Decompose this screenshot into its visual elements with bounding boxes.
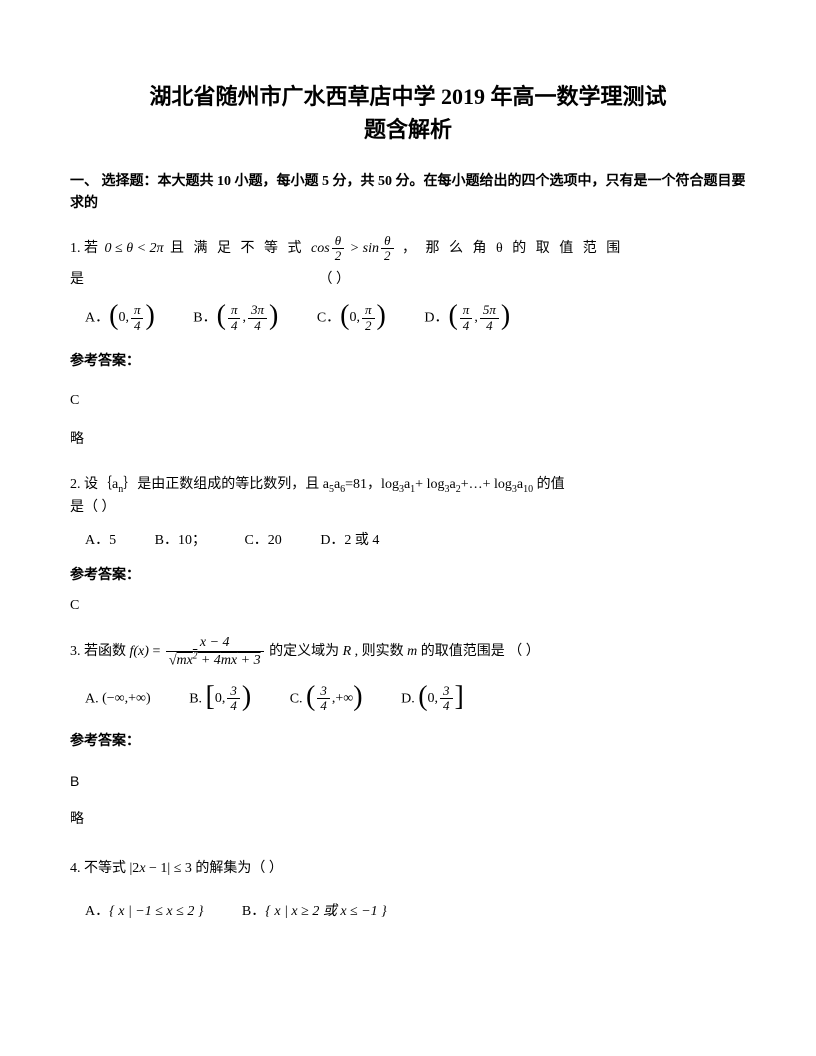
q3-opt-a: A. (−∞,+∞) xyxy=(85,684,151,715)
q1-opt-a: A．(0,π4) xyxy=(85,303,155,334)
q2-answer: C xyxy=(70,595,746,617)
q2-opt-d: D．2 或 4 xyxy=(320,530,379,552)
q2-p3: =81，log xyxy=(345,477,399,492)
q2-p7: +…+ log xyxy=(461,477,512,492)
q1-mid2: ， 那 么 角 θ 的 取 值 范 围 xyxy=(402,241,623,256)
q2-p5: + log xyxy=(415,477,444,492)
q2-p1: 2. 设｛a xyxy=(70,477,118,492)
q4-text: 4. 不等式 |2x − 1| ≤ 3 的解集为（ ） xyxy=(70,854,746,885)
q3-suffix: 的取值范围是 （ ） xyxy=(421,644,540,659)
q1-opt-c: C．(0,π2) xyxy=(317,303,386,334)
q4-opt-b: B．{ x | x ≥ 2 或 x ≤ −1 } xyxy=(242,897,387,928)
q3-mid1: 的定义域为 xyxy=(269,644,339,659)
q3-opt-c: C. (34,+∞) xyxy=(290,684,363,715)
q3-brief: 略 xyxy=(70,805,746,836)
question-1: 1. 若 0 ≤ θ < 2π 且 满 足 不 等 式 cosθ2 > sinθ… xyxy=(70,234,746,456)
q3-mid2: , 则实数 xyxy=(355,644,404,659)
q4-a-label: A． xyxy=(85,904,109,919)
q1-line2: 是 （ ） xyxy=(70,265,350,296)
q1-mid1: 且 满 足 不 等 式 xyxy=(170,241,305,256)
q3-prefix: 3. 若函数 xyxy=(70,644,126,659)
q1-answer-label: 参考答案： xyxy=(70,347,746,378)
q3-c-label: C. xyxy=(290,691,306,706)
q1-options: A．(0,π4) B．(π4,3π4) C．(0,π2) D．(π4,5π4) xyxy=(85,303,746,335)
q2-p2: ｝是由正数组成的等比数列，且 a xyxy=(123,477,329,492)
q4-prefix: 4. 不等式 xyxy=(70,861,126,876)
q1-opt-b: B．(π4,3π4) xyxy=(193,303,278,334)
q3-options: A. (−∞,+∞) B. [0,34) C. (34,+∞) D. (0,34… xyxy=(85,684,746,716)
q3-d-label: D. xyxy=(401,691,418,706)
q3-answer: B xyxy=(70,766,746,797)
q3-eq: = xyxy=(152,644,163,659)
question-2: 2. 设｛an｝是由正数组成的等比数列，且 a5a6=81，log3a1+ lo… xyxy=(70,474,746,618)
q2-line2: 是（ ） xyxy=(70,497,746,519)
q2-answer-label: 参考答案： xyxy=(70,565,746,587)
q3-text: 3. 若函数 f(x) = x − 4 √mx2 + 4mx + 3 的定义域为… xyxy=(70,635,746,668)
q1-a-label: A． xyxy=(85,311,109,326)
q4-opt-a: A．{ x | −1 ≤ x ≤ 2 } xyxy=(85,897,203,928)
q1-answer: C xyxy=(70,386,746,417)
q1-ineq: cosθ2 > sinθ2 xyxy=(311,241,395,256)
q1-line2-right: （ ） xyxy=(319,265,351,296)
question-4: 4. 不等式 |2x − 1| ≤ 3 的解集为（ ） A．{ x | −1 ≤… xyxy=(70,854,746,928)
page-title: 湖北省随州市广水西草店中学 2019 年高一数学理测试 题含解析 xyxy=(70,80,746,146)
q3-a-label: A. xyxy=(85,691,102,706)
q2-opt-c: C．20 xyxy=(244,530,281,552)
q3-m: m xyxy=(407,644,417,659)
q3-opt-b: B. [0,34) xyxy=(189,684,251,715)
q1-c-label: C． xyxy=(317,311,340,326)
q3-R: R xyxy=(343,644,352,659)
q1-d-label: D． xyxy=(424,311,448,326)
q4-abs: |2x − 1| ≤ 3 xyxy=(130,861,192,876)
q1-b-label: B． xyxy=(193,311,216,326)
q4-b-label: B． xyxy=(242,904,265,919)
q2-options: A．5 B．10； C．20 D．2 或 4 xyxy=(85,530,746,553)
q1-opt-d: D．(π4,5π4) xyxy=(424,303,510,334)
q4-options: A．{ x | −1 ≤ x ≤ 2 } B．{ x | x ≥ 2 或 x ≤… xyxy=(85,897,746,928)
question-3: 3. 若函数 f(x) = x − 4 √mx2 + 4mx + 3 的定义域为… xyxy=(70,635,746,836)
q1-prefix: 1. 若 xyxy=(70,241,98,256)
q3-b-label: B. xyxy=(189,691,205,706)
q1-brief: 略 xyxy=(70,425,746,456)
q2-p9: 的值 xyxy=(533,477,565,492)
q1-line2-left: 是 xyxy=(70,265,84,296)
q3-opt-d: D. (0,34] xyxy=(401,684,464,715)
q2-opt-b: B．10； xyxy=(155,530,206,552)
q3-fx: f(x) xyxy=(130,644,149,659)
q2-opt-a: A．5 xyxy=(85,530,116,552)
q4-suffix: 的解集为（ ） xyxy=(195,861,283,876)
q1-text: 1. 若 0 ≤ θ < 2π 且 满 足 不 等 式 cosθ2 > sinθ… xyxy=(70,234,746,265)
q1-cond1: 0 ≤ θ < 2π xyxy=(105,241,164,256)
q3-fraction: x − 4 √mx2 + 4mx + 3 xyxy=(166,635,264,668)
section-heading: 一、 选择题：本大题共 10 小题，每小题 5 分，共 50 分。在每小题给出的… xyxy=(70,171,746,216)
q2-text: 2. 设｛an｝是由正数组成的等比数列，且 a5a6=81，log3a1+ lo… xyxy=(70,474,746,498)
q3-answer-label: 参考答案： xyxy=(70,727,746,758)
title-line-1: 湖北省随州市广水西草店中学 2019 年高一数学理测试 xyxy=(70,80,746,113)
title-line-2: 题含解析 xyxy=(70,113,746,146)
